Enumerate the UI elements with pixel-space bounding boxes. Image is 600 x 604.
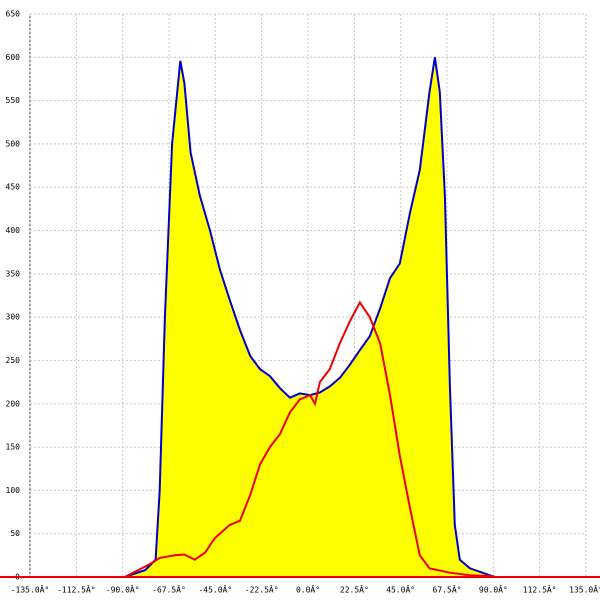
line	[124, 300, 495, 578]
area	[124, 57, 496, 578]
y-tick-label: 600	[6, 53, 21, 62]
y-tick-label: 650	[6, 10, 21, 19]
x-tick-label: -22.5Â°	[245, 584, 279, 595]
y-tick-label: 50	[10, 529, 20, 538]
x-tick-label: -112.5Â°	[57, 584, 96, 595]
y-tick-label: 350	[6, 269, 21, 278]
x-tick-label: -135.0Â°	[11, 584, 50, 595]
x-tick-label: -67.5Â°	[152, 584, 186, 595]
x-tick-label: 45.0Â°	[386, 584, 415, 595]
x-tick-label: -45.0Â°	[198, 584, 232, 595]
y-tick-label: 500	[6, 139, 21, 148]
y-tick-label: 300	[6, 313, 21, 322]
x-tick-label: 67.5Â°	[433, 584, 462, 595]
x-tick-label: 22.5Â°	[340, 584, 369, 595]
y-tick-label: 400	[6, 226, 21, 235]
x-tick-label: -90.0Â°	[106, 584, 140, 595]
x-tick-label: 90.0Â°	[479, 584, 508, 595]
y-tick-label: 200	[6, 399, 21, 408]
x-tick-label: 0.0Â°	[296, 584, 320, 595]
y-tick-label: 450	[6, 183, 21, 192]
x-tick-label: 135.0Â°	[569, 584, 600, 595]
x-tick-label: 112.5Â°	[523, 584, 557, 595]
y-tick-label: 250	[6, 356, 21, 365]
y-tick-label: 150	[6, 443, 21, 452]
y-tick-label: 100	[6, 486, 21, 495]
y-tick-label: 550	[6, 96, 21, 105]
